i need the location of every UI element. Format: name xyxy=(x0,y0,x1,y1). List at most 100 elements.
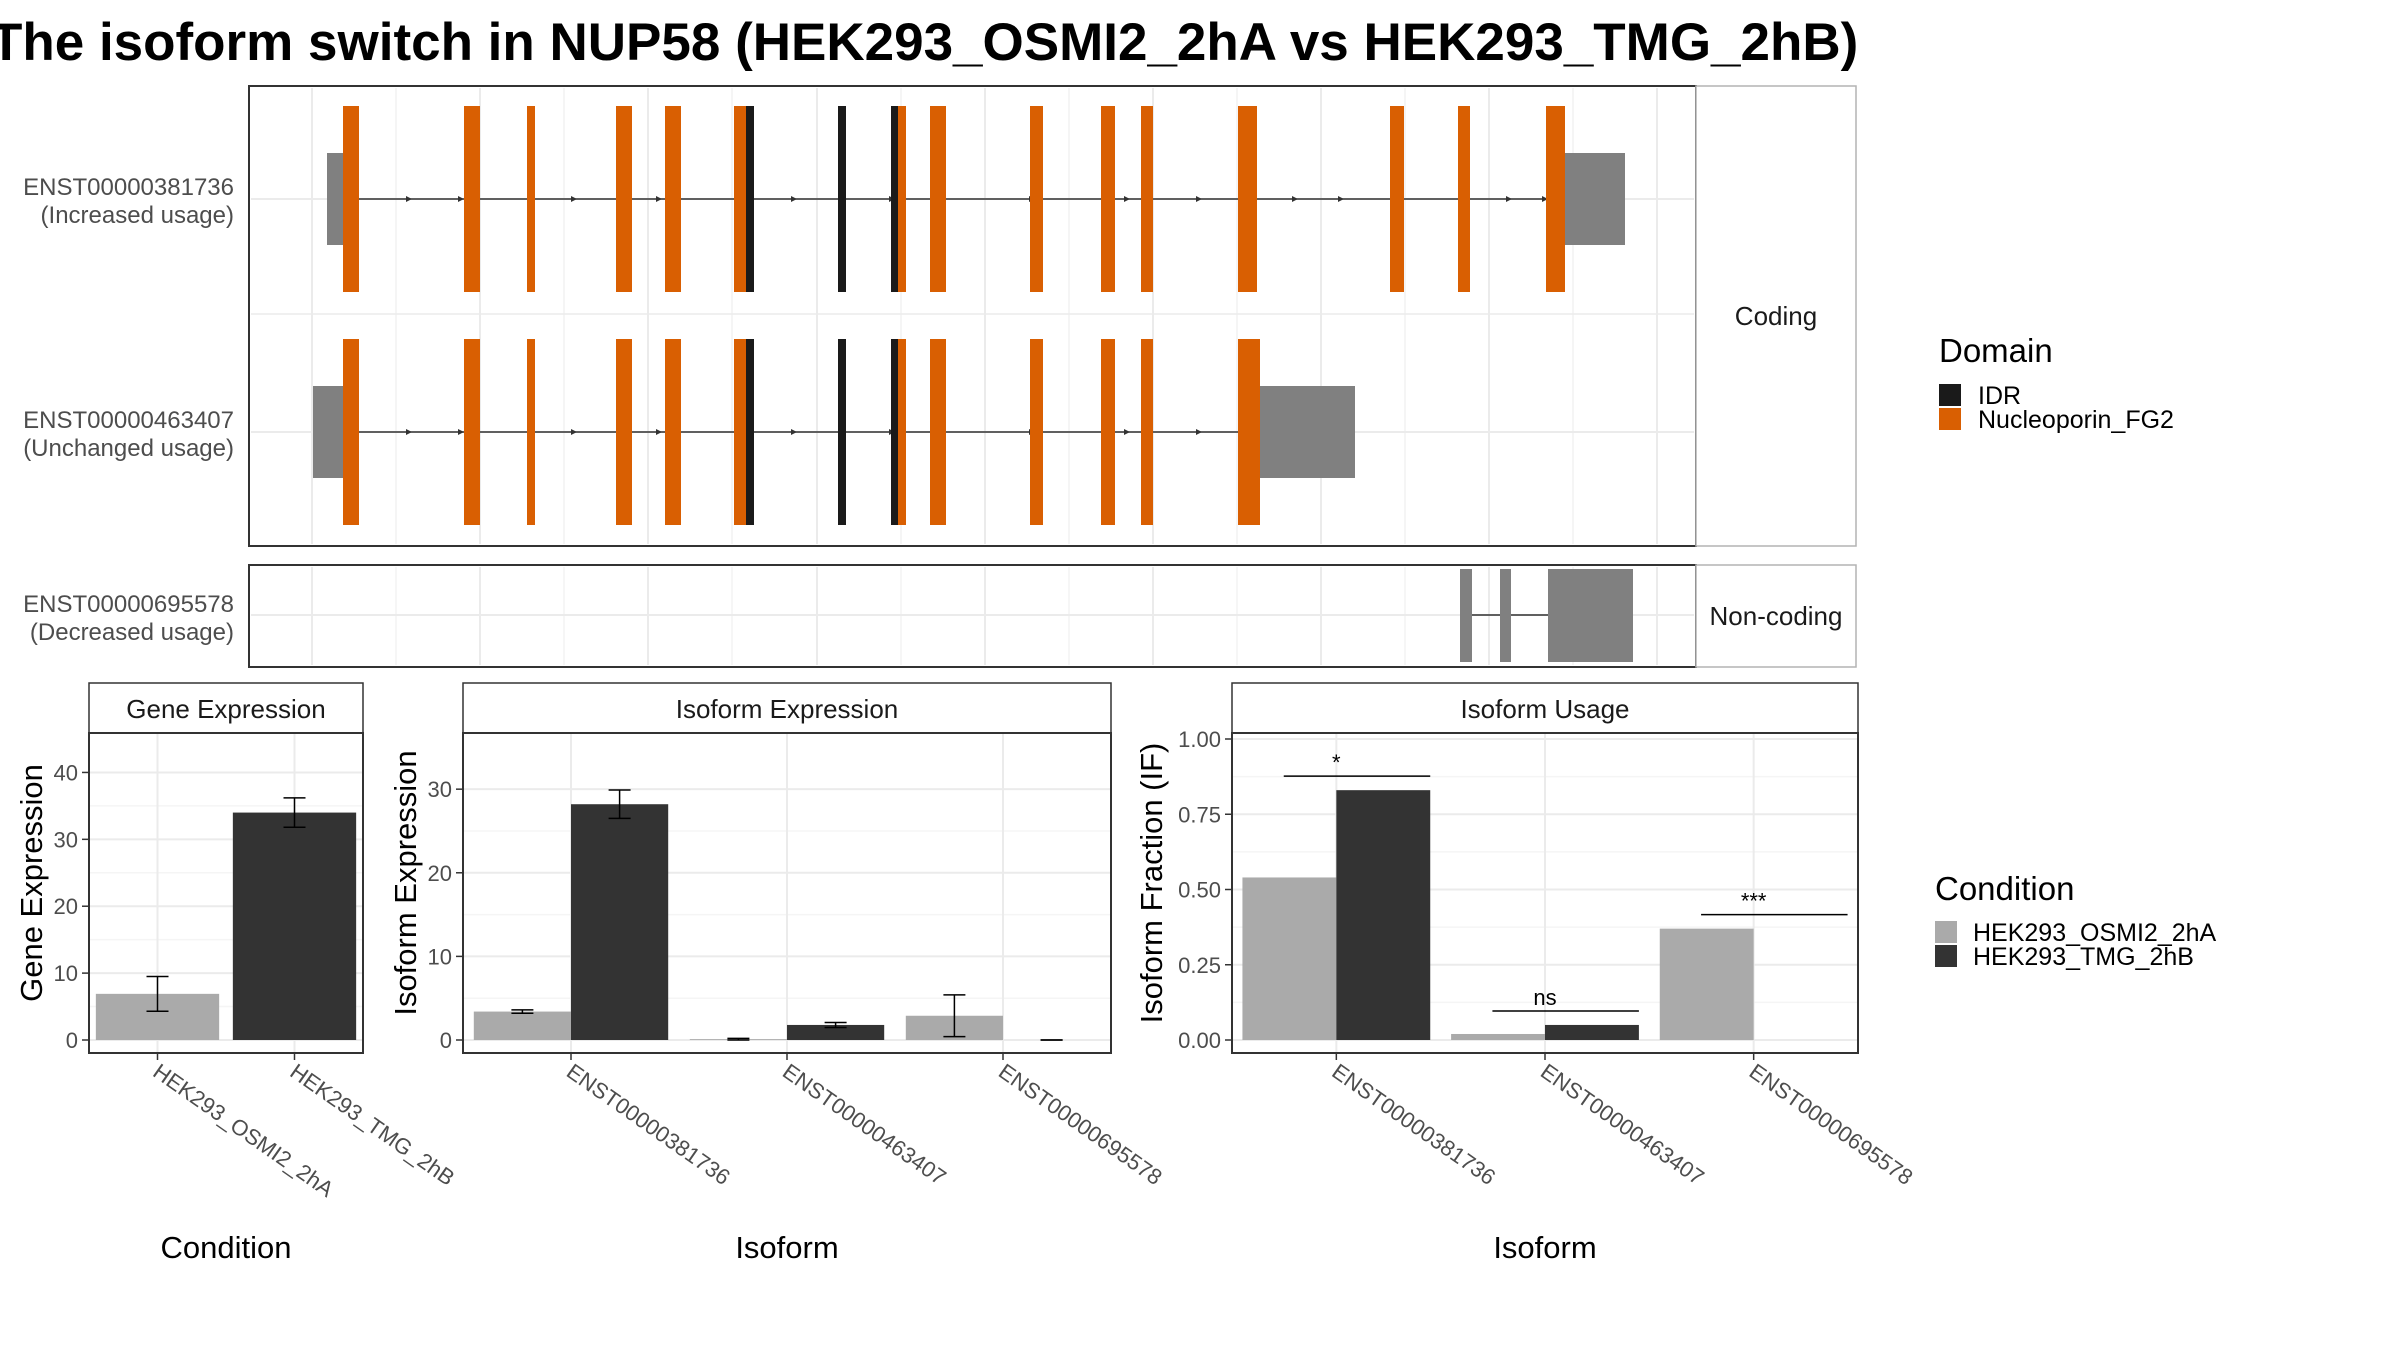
significance-label: *** xyxy=(1741,889,1767,914)
x-tick-label: ENST00000695578 xyxy=(994,1059,1167,1190)
direction-arrow xyxy=(571,196,577,202)
y-tick-label: 0 xyxy=(66,1028,78,1053)
direction-arrow xyxy=(458,429,464,435)
y-tick-label: 0.75 xyxy=(1178,802,1221,827)
exon-nucleoporin-domain xyxy=(527,106,535,292)
exon-nucleoporin-domain xyxy=(343,106,359,292)
direction-arrow xyxy=(571,429,577,435)
exon-nucleoporin-domain xyxy=(898,106,906,292)
direction-arrow xyxy=(1196,196,1202,202)
bar xyxy=(571,804,669,1040)
exon-nucleoporin-domain xyxy=(616,339,632,525)
y-tick-label: 10 xyxy=(54,961,78,986)
facet-label-noncoding: Non-coding xyxy=(1710,601,1843,631)
facet-strip-coding xyxy=(1695,85,1857,547)
exon-idr-domain xyxy=(838,339,846,525)
legend-swatch-cond-a xyxy=(1935,921,1957,943)
chart-strip-title: Isoform Usage xyxy=(1460,694,1629,724)
x-axis-title: Isoform xyxy=(1493,1230,1596,1265)
direction-arrow xyxy=(656,196,662,202)
y-tick-label: 30 xyxy=(428,777,452,802)
exon-nucleoporin-domain xyxy=(930,106,946,292)
bar xyxy=(1659,928,1754,1040)
exon-idr-domain xyxy=(891,106,898,292)
x-tick-label: ENST00000381736 xyxy=(1327,1059,1500,1190)
facet-strip-noncoding xyxy=(1695,564,1857,668)
transcript-label-status: (Increased usage) xyxy=(41,202,234,229)
exon-nucleoporin-domain xyxy=(1141,106,1153,292)
direction-arrow xyxy=(406,429,412,435)
y-axis-title: Gene Expression xyxy=(14,764,49,1002)
significance-label: ns xyxy=(1533,985,1556,1010)
structure-noncoding-panel: Non-coding xyxy=(248,564,1857,668)
y-tick-label: 20 xyxy=(54,894,78,919)
bar xyxy=(1545,1024,1639,1040)
y-tick-label: 40 xyxy=(54,760,78,785)
utr-5-prime xyxy=(327,153,343,245)
y-tick-label: 20 xyxy=(428,861,452,886)
bar xyxy=(1451,1033,1545,1040)
utr-3-prime xyxy=(1260,386,1355,478)
exon-nucleoporin-domain xyxy=(464,339,480,525)
exon-idr-domain xyxy=(891,339,898,525)
y-tick-label: 0.00 xyxy=(1178,1028,1221,1053)
noncoding-exon xyxy=(1460,569,1472,662)
utr-5-prime xyxy=(313,386,343,478)
exon-nucleoporin-domain xyxy=(1030,106,1043,292)
direction-arrow xyxy=(1506,196,1512,202)
legend-item-cond-b: HEK293_TMG_2hB xyxy=(1973,943,2194,971)
direction-arrow xyxy=(1292,196,1298,202)
legend-swatch-cond-b xyxy=(1935,945,1957,967)
exon-nucleoporin-domain xyxy=(1101,339,1115,525)
y-axis-title: Isoform Expression xyxy=(388,750,423,1015)
exon-nucleoporin-domain xyxy=(1238,106,1257,292)
exon-nucleoporin-domain xyxy=(1238,339,1260,525)
exon-nucleoporin-domain xyxy=(1101,106,1115,292)
exon-nucleoporin-domain xyxy=(898,339,906,525)
exon-idr-domain xyxy=(838,106,846,292)
chart-isoform-usage: Isoform Usage 0.00 0.25 0.50 0.75 1.00 Isoform… xyxy=(1134,682,1917,1265)
direction-arrow xyxy=(656,429,662,435)
legend-item-cond-a: HEK293_OSMI2_2hA xyxy=(1973,919,2217,947)
bar xyxy=(787,1024,885,1040)
legend-swatch-idr xyxy=(1939,384,1961,406)
exon-nucleoporin-domain xyxy=(665,106,681,292)
exon-idr-domain xyxy=(746,106,754,292)
y-tick-label: 1.00 xyxy=(1178,727,1221,752)
direction-arrow xyxy=(406,196,412,202)
direction-arrow xyxy=(1542,196,1548,202)
exon-nucleoporin-domain xyxy=(1141,339,1153,525)
x-tick-label: ENST00000463407 xyxy=(778,1059,951,1190)
y-tick-label: 0 xyxy=(440,1028,452,1053)
transcript-enst00000463407 xyxy=(313,339,1355,525)
exon-nucleoporin-domain xyxy=(930,339,946,525)
y-tick-label: 30 xyxy=(54,827,78,852)
utr-3-prime xyxy=(1565,153,1625,245)
legend-item-nucleoporin: Nucleoporin_FG2 xyxy=(1978,406,2174,434)
condition-legend: Condition HEK293_OSMI2_2hA HEK293_TMG_2h… xyxy=(1935,870,2217,971)
exon-nucleoporin-domain xyxy=(616,106,632,292)
chart-strip-title: Isoform Expression xyxy=(676,694,899,724)
transcript-label-id: ENST00000463407 xyxy=(23,407,234,434)
y-tick-label: 0.25 xyxy=(1178,953,1221,978)
structure-coding-panel: Coding xyxy=(248,85,1857,547)
transcript-label-id: ENST00000695578 xyxy=(23,591,234,618)
direction-arrow xyxy=(791,196,797,202)
transcript-label-id: ENST00000381736 xyxy=(23,174,234,201)
exon-nucleoporin-domain xyxy=(1390,106,1404,292)
x-axis-title: Isoform xyxy=(735,1230,838,1265)
facet-strip xyxy=(1231,682,1859,734)
x-tick-label: ENST00000381736 xyxy=(562,1059,735,1190)
direction-arrow xyxy=(1124,429,1130,435)
x-tick-label: ENST00000463407 xyxy=(1536,1059,1709,1190)
facet-strip xyxy=(462,682,1112,734)
transcript-enst00000381736 xyxy=(327,106,1625,292)
direction-arrow xyxy=(1196,429,1202,435)
bar xyxy=(1242,877,1337,1040)
bar xyxy=(232,812,357,1040)
legend-item-idr: IDR xyxy=(1978,382,2021,410)
exon-nucleoporin-domain xyxy=(527,339,535,525)
domain-legend: Domain IDR Nucleoporin_FG2 xyxy=(1939,332,2174,434)
